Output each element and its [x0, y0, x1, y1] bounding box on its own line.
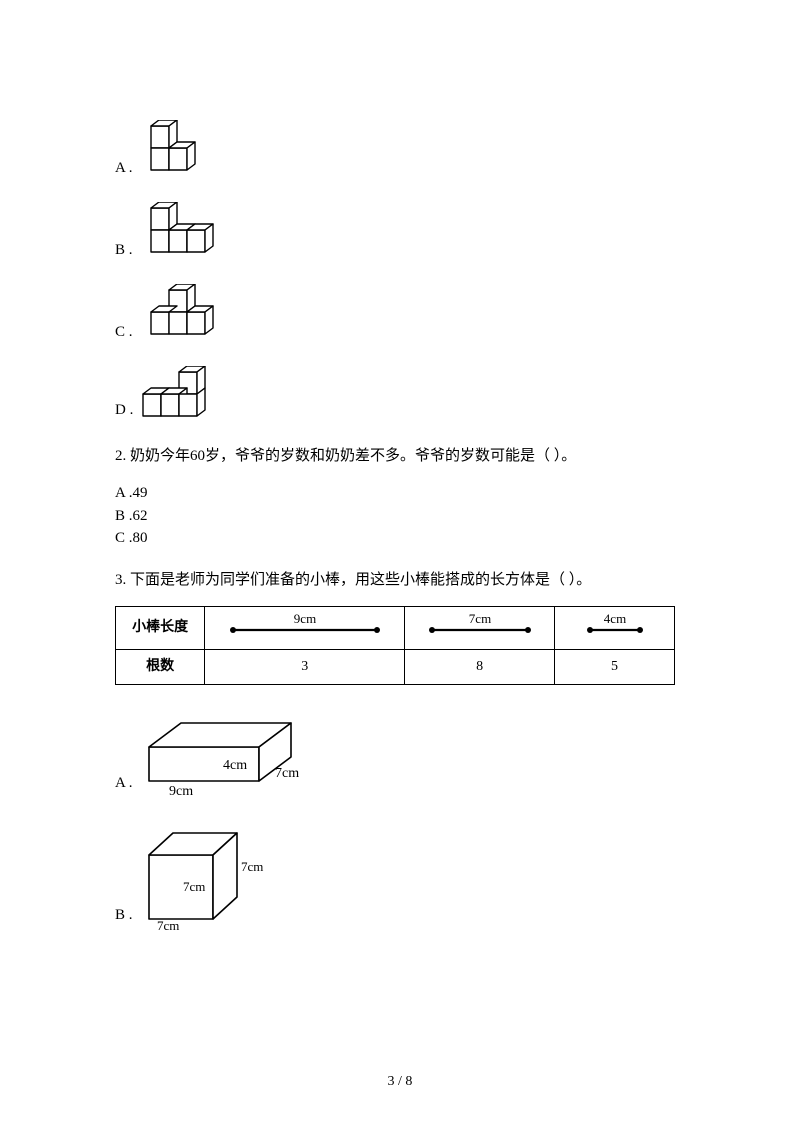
table-row: 小棒长度 9cm 7cm 4cm: [116, 606, 675, 649]
cube-shape-D-icon: [139, 366, 229, 424]
q2-option-C[interactable]: C .80: [115, 527, 685, 550]
cube-shape-C-icon: [139, 284, 237, 346]
q1-option-A[interactable]: A .: [115, 120, 685, 182]
count-7cm: 8: [405, 649, 555, 684]
cuboid-B-w: 7cm: [241, 859, 263, 874]
page-content: A . B .: [0, 0, 800, 931]
stick-table: 小棒长度 9cm 7cm 4cm: [115, 606, 675, 686]
q1-option-C[interactable]: C .: [115, 284, 685, 346]
count-9cm: 3: [205, 649, 405, 684]
cuboid-B-l: 7cm: [157, 918, 179, 931]
q2-options: A .49 B .62 C .80: [115, 482, 685, 550]
cube-shape-A-icon: [139, 120, 221, 182]
stick-9cm-cell: 9cm: [205, 606, 405, 649]
q1-option-B-label: B .: [115, 238, 133, 264]
q3-option-B[interactable]: B . 7cm 7cm 7cm: [115, 819, 685, 931]
stick-4cm-cell: 4cm: [555, 606, 675, 649]
cuboid-A-w: 7cm: [275, 766, 299, 781]
q2-option-A[interactable]: A .49: [115, 482, 685, 505]
cuboid-B-icon: 7cm 7cm 7cm: [139, 819, 289, 931]
stick-9cm-label: 9cm: [294, 613, 316, 626]
q3-option-A-label: A .: [115, 771, 133, 799]
table-header-count: 根数: [116, 649, 205, 684]
page-footer: 3 / 8: [0, 1074, 800, 1090]
table-row: 根数 3 8 5: [116, 649, 675, 684]
cuboid-A-l: 9cm: [169, 784, 193, 799]
q1-option-D-label: D .: [115, 398, 133, 424]
q1-option-B[interactable]: B .: [115, 202, 685, 264]
q2-text: 2. 奶奶今年60岁，爷爷的岁数和奶奶差不多。爷爷的岁数可能是（ ）。: [115, 444, 685, 468]
stick-7cm-icon: 7cm: [410, 613, 550, 635]
q1-option-C-label: C .: [115, 320, 133, 346]
cube-shape-B-icon: [139, 202, 237, 264]
q1-option-A-label: A .: [115, 156, 133, 182]
q1-option-D[interactable]: D .: [115, 366, 685, 424]
stick-7cm-cell: 7cm: [405, 606, 555, 649]
q3-option-A[interactable]: A . 4cm 9cm 7cm: [115, 709, 685, 799]
q3-option-B-label: B .: [115, 903, 133, 931]
stick-4cm-icon: 4cm: [560, 613, 670, 635]
cuboid-A-h: 4cm: [223, 758, 247, 773]
cuboid-A-icon: 4cm 9cm 7cm: [139, 709, 329, 799]
table-header-length: 小棒长度: [116, 606, 205, 649]
stick-4cm-label: 4cm: [603, 613, 625, 626]
stick-9cm-icon: 9cm: [215, 613, 395, 635]
q3-text: 3. 下面是老师为同学们准备的小棒，用这些小棒能搭成的长方体是（ ）。: [115, 568, 685, 592]
count-4cm: 5: [555, 649, 675, 684]
cuboid-B-h: 7cm: [183, 879, 205, 894]
stick-7cm-label: 7cm: [468, 613, 490, 626]
q2-option-B[interactable]: B .62: [115, 505, 685, 528]
